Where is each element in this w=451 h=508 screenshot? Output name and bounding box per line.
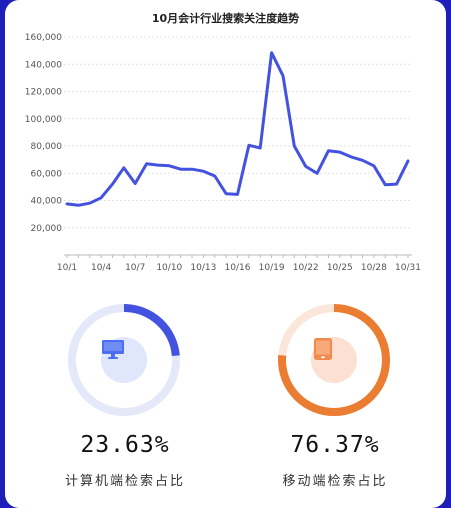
x-axis-tick-labels: 10/1 10/4 10/7 10/10 10/13 10/16 10/19 10/22 10/…: [57, 263, 421, 273]
desktop-share-percent: 23.63%: [80, 432, 170, 458]
y-tick-label: 80,000: [31, 142, 63, 152]
x-tick-label: 10/16: [225, 263, 251, 273]
y-tick-label: 60,000: [31, 169, 63, 179]
y-tick-label: 160,000: [25, 33, 62, 43]
x-tick-label: 10/22: [293, 263, 319, 273]
chart-title: 10月会计行业搜索关注度趋势: [151, 12, 300, 25]
desktop-share-ring: [66, 302, 182, 418]
y-tick-label: 120,000: [25, 88, 62, 98]
x-tick-label: 10/28: [361, 263, 387, 273]
desktop-ring-arc: [68, 304, 180, 416]
x-tick-label: 10/25: [327, 263, 353, 273]
x-tick-label: 10/4: [91, 263, 111, 273]
x-tick-label: 10/10: [156, 263, 182, 273]
y-tick-label: 100,000: [25, 115, 62, 125]
mobile-share-percent: 76.37%: [290, 432, 380, 458]
x-tick-label: 10/19: [259, 263, 285, 273]
tablet-icon: [314, 338, 332, 360]
chart-gridlines: [64, 36, 412, 229]
mobile-icon-badge: [311, 337, 357, 383]
y-tick-label: 40,000: [31, 197, 63, 207]
x-tick-label: 10/7: [125, 263, 145, 273]
desktop-monitor-icon: [102, 340, 124, 359]
y-axis-tick-labels: 20,000 40,000 60,000 80,000 100,000 120,000 14…: [25, 33, 62, 234]
mobile-share-ring: [276, 302, 392, 418]
mobile-share-label: 移动端检索占比: [282, 474, 388, 489]
y-tick-label: 140,000: [25, 60, 62, 70]
y-tick-label: 20,000: [31, 224, 63, 234]
desktop-icon-badge: [101, 337, 147, 383]
x-tick-label: 10/13: [190, 263, 216, 273]
x-axis-ticks: [66, 255, 409, 258]
desktop-share-label: 计算机端检索占比: [64, 474, 185, 489]
mobile-ring-arc: [278, 304, 390, 416]
x-tick-label: 10/1: [57, 263, 77, 273]
stats-card: [5, 0, 446, 508]
series-line: [65, 51, 410, 207]
x-tick-label: 10/31: [395, 263, 421, 273]
trend-line-chart: 20,000 40,000 60,000 80,000 100,000 120,000 14…: [25, 33, 421, 273]
